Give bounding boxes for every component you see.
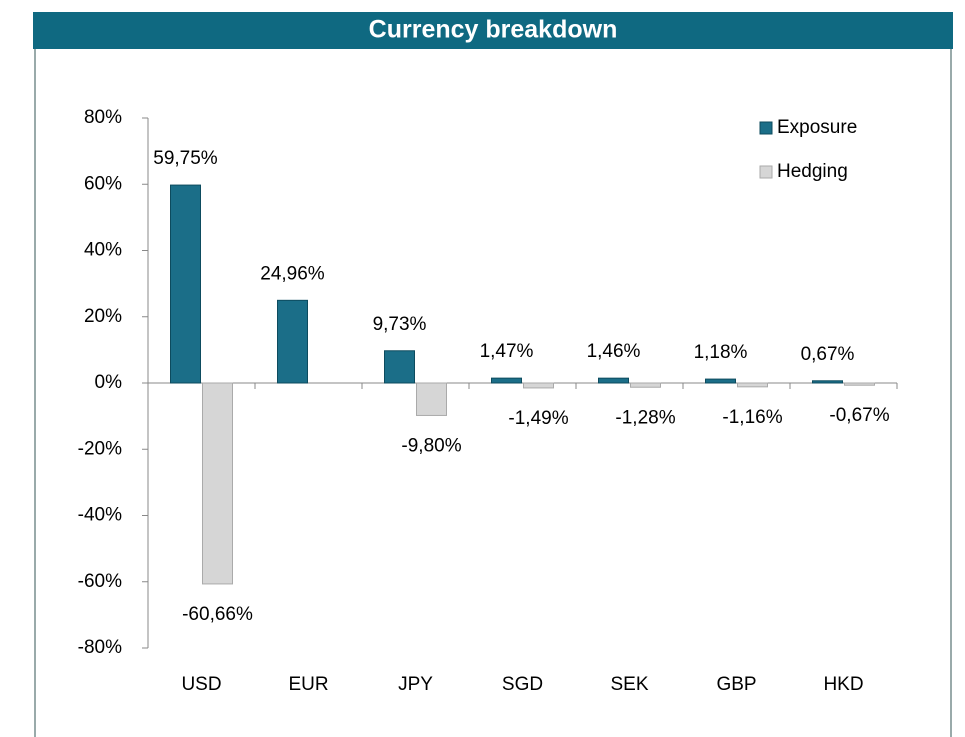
y-tick-label: -40% [78,505,122,526]
title-bar [33,12,953,49]
x-tick-label: EUR [288,674,328,695]
bar [630,382,661,388]
data-label: 1,46% [587,341,641,362]
data-label: -1,16% [722,407,782,428]
legend-swatch [759,121,773,135]
x-tick-label: USD [181,674,221,695]
data-label: -0,67% [829,405,889,426]
bar [523,382,554,389]
bar [705,378,736,384]
y-tick-label: 60% [84,173,122,194]
legend-label: Hedging [777,161,848,182]
bar [416,382,447,416]
y-tick-label: 80% [84,107,122,128]
chart-title: Currency breakdown [369,16,618,44]
data-label: -60,66% [182,604,253,625]
bar [202,382,233,585]
y-tick-label: 0% [95,372,123,393]
x-tick-label: HKD [823,674,863,695]
data-label: -1,28% [615,407,675,428]
x-tick-label: JPY [398,674,433,695]
y-tick-label: 40% [84,240,122,261]
data-label: 24,96% [260,263,325,284]
legend-swatch [759,165,773,179]
y-tick-label: -60% [78,571,122,592]
data-label: 59,75% [153,148,218,169]
data-label: 9,73% [373,314,427,335]
data-label: 0,67% [801,344,855,365]
bar [491,377,522,384]
y-tick-label: -20% [78,438,122,459]
x-tick-label: SGD [502,674,543,695]
bar [277,299,308,384]
x-tick-label: GBP [716,674,756,695]
data-label: 1,18% [694,342,748,363]
bar [384,350,415,384]
y-tick-label: 20% [84,306,122,327]
legend-label: Exposure [777,117,857,138]
x-tick-label: SEK [610,674,648,695]
y-tick-label: -80% [78,637,122,658]
data-label: -1,49% [508,408,568,429]
bar [812,380,843,384]
bar [737,382,768,388]
bar [844,382,875,386]
data-label: -9,80% [401,435,461,456]
data-label: 1,47% [480,341,534,362]
bar [170,184,201,384]
bar [598,377,629,384]
